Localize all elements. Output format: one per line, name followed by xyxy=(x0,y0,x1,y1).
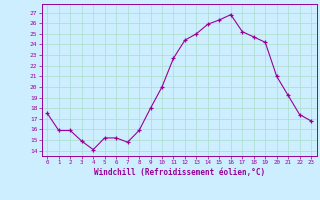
X-axis label: Windchill (Refroidissement éolien,°C): Windchill (Refroidissement éolien,°C) xyxy=(94,168,265,177)
